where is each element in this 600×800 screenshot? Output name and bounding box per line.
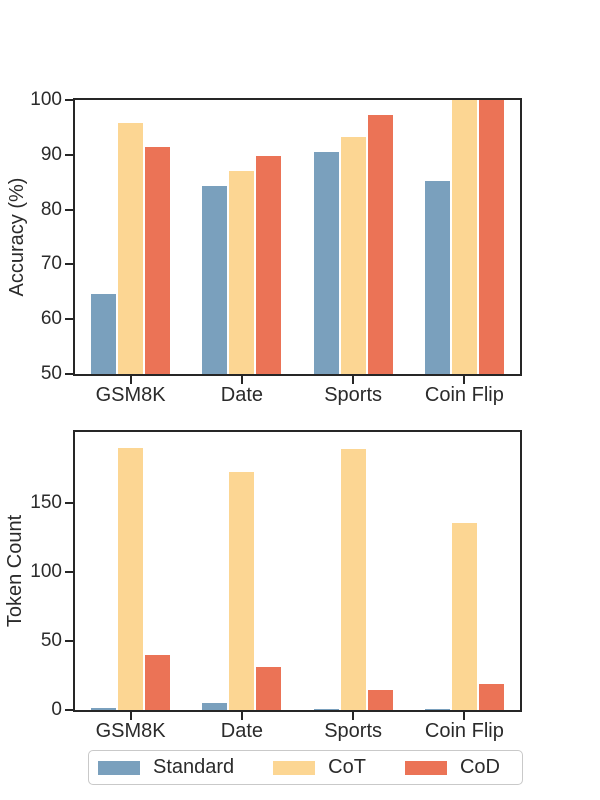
x-tick-label: Coin Flip [424,720,504,742]
x-tick-mark [240,376,243,384]
x-tick-label: Sports [324,720,383,742]
x-tick-label: Date [220,720,263,742]
bar-cot-sports [340,448,366,710]
y-tick-label: 100 [30,89,62,110]
bar-cod-date [256,666,282,710]
y-tick-mark [65,640,73,643]
legend: Standard CoT CoD [88,750,523,785]
y-tick-mark [65,502,73,505]
bar-cod-date [256,156,282,374]
y-tick-mark [65,99,73,101]
legend-item-cod: CoD [404,756,500,779]
y-tick-mark [65,373,73,375]
x-tick-mark [240,712,243,720]
x-tick-label: GSM8K [95,720,166,742]
standard-swatch-icon [98,760,140,775]
bar-cod-gsm8k [145,655,171,710]
bar-standard-gsm8k [91,708,117,710]
x-tick-label: Coin Flip [424,384,504,406]
y-tick-label: 70 [40,253,62,275]
bar-cod-coin-flip [478,683,504,710]
y-tick-label: 150 [30,492,62,514]
bar-cot-date [229,472,255,710]
bar-standard-gsm8k [91,294,117,374]
bar-standard-date [202,702,228,710]
y-tick-label: 0 [51,699,62,720]
x-tick-label: Date [220,384,263,406]
bar-standard-coin-flip [424,708,450,710]
y-tick-mark [65,318,73,321]
legend-label-standard: Standard [153,756,235,778]
y-tick-label: 100 [30,561,62,583]
x-tick-mark [463,712,466,720]
y-tick-label: 50 [40,630,62,652]
bar-standard-date [202,186,228,374]
y-tick-label: 60 [40,308,62,330]
y-tick-mark [65,709,73,711]
bar-cod-coin-flip [478,100,504,374]
bar-cod-sports [367,690,393,710]
x-tick-mark [463,376,466,384]
y-tick-label: 50 [40,363,62,384]
x-tick-label: GSM8K [95,384,166,406]
y-tick-mark [65,263,73,266]
legend-label-cot: CoT [328,756,366,778]
x-tick-mark [352,712,355,720]
y-tick-label: 90 [40,143,62,165]
bar-standard-coin-flip [424,181,450,374]
x-tick-mark [129,712,132,720]
x-tick-mark [129,376,132,384]
bar-cot-date [229,171,255,374]
y-tick-mark [65,571,73,574]
bar-standard-sports [313,708,339,710]
y-tick-mark [65,208,73,211]
bar-cot-coin-flip [451,100,477,374]
legend-item-standard: Standard [98,756,234,779]
plot-area [73,98,522,376]
x-tick-label: Sports [324,384,383,406]
accuracy-y-axis-label: Accuracy (%) [6,177,28,297]
x-tick-mark [352,376,355,384]
token-count-y-axis-label: Token Count [4,514,26,628]
bar-cot-coin-flip [451,523,477,710]
cod-swatch-icon [404,760,447,775]
legend-item-cot: CoT [273,756,366,779]
legend-label-cod: CoD [459,756,500,778]
bar-cot-sports [340,137,366,374]
y-tick-label: 80 [40,198,62,220]
bar-cod-gsm8k [145,147,171,374]
bar-cot-gsm8k [118,123,144,374]
bar-standard-sports [313,151,339,374]
bar-cot-gsm8k [118,447,144,710]
bar-cod-sports [367,114,393,374]
y-tick-mark [65,153,73,156]
plot-area [73,430,522,712]
cot-swatch-icon [273,760,316,775]
